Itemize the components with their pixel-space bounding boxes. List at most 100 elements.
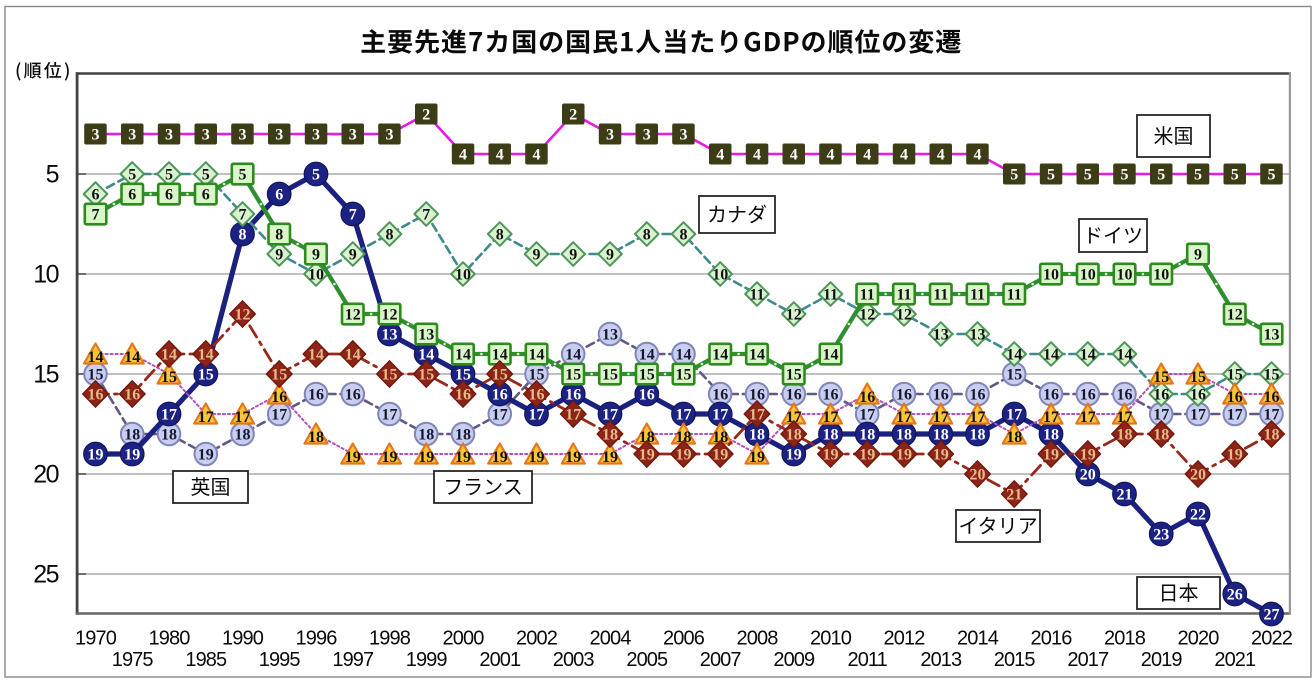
svg-text:6: 6: [275, 187, 283, 204]
svg-text:2001: 2001: [479, 649, 521, 671]
svg-text:17: 17: [1190, 407, 1206, 424]
svg-text:17: 17: [896, 409, 912, 426]
svg-text:15: 15: [271, 367, 287, 384]
svg-text:12: 12: [859, 307, 875, 324]
svg-text:4: 4: [900, 147, 908, 164]
svg-text:14: 14: [639, 347, 655, 364]
svg-text:4: 4: [533, 147, 541, 164]
svg-text:5: 5: [1157, 167, 1165, 184]
svg-text:14: 14: [1117, 347, 1133, 364]
svg-text:15: 15: [1227, 367, 1243, 384]
svg-text:19: 19: [676, 447, 692, 464]
svg-text:9: 9: [1194, 247, 1202, 264]
svg-text:2011: 2011: [847, 649, 887, 671]
svg-text:18: 18: [418, 427, 434, 444]
svg-text:16: 16: [1264, 389, 1280, 406]
svg-text:16: 16: [1117, 387, 1133, 404]
svg-text:14: 14: [676, 347, 692, 364]
svg-text:12: 12: [235, 307, 251, 324]
svg-text:14: 14: [345, 347, 361, 364]
svg-text:15: 15: [492, 367, 508, 384]
svg-text:17: 17: [161, 407, 177, 424]
svg-text:18: 18: [639, 429, 655, 446]
svg-text:12: 12: [1227, 307, 1243, 324]
svg-text:16: 16: [896, 387, 912, 404]
svg-text:22: 22: [1190, 507, 1206, 524]
svg-text:5: 5: [239, 167, 247, 184]
svg-text:17: 17: [1117, 409, 1133, 426]
svg-text:5: 5: [202, 167, 210, 184]
svg-text:19: 19: [418, 449, 434, 466]
svg-text:19: 19: [933, 447, 949, 464]
svg-text:10: 10: [1080, 267, 1096, 284]
svg-text:10: 10: [455, 267, 471, 284]
svg-text:18: 18: [896, 427, 912, 444]
svg-text:18: 18: [455, 427, 471, 444]
svg-text:16: 16: [492, 387, 508, 404]
svg-text:15: 15: [382, 367, 398, 384]
svg-text:17: 17: [198, 409, 214, 426]
svg-text:4: 4: [753, 147, 761, 164]
svg-text:18: 18: [1006, 429, 1022, 446]
svg-text:5: 5: [1047, 167, 1055, 184]
svg-text:4: 4: [937, 147, 945, 164]
svg-text:17: 17: [529, 407, 545, 424]
svg-text:16: 16: [271, 389, 287, 406]
svg-text:15: 15: [565, 367, 581, 384]
svg-text:3: 3: [275, 127, 283, 144]
svg-text:18: 18: [161, 427, 177, 444]
svg-text:5: 5: [312, 167, 320, 184]
svg-text:10: 10: [308, 267, 324, 284]
svg-text:3: 3: [202, 127, 210, 144]
svg-text:ドイツ: ドイツ: [1083, 226, 1143, 248]
svg-text:18: 18: [933, 427, 949, 444]
svg-text:7: 7: [239, 207, 247, 224]
svg-text:17: 17: [1153, 407, 1169, 424]
svg-text:20: 20: [1190, 467, 1206, 484]
svg-text:2018: 2018: [1104, 628, 1146, 650]
svg-text:18: 18: [676, 429, 692, 446]
svg-text:16: 16: [565, 387, 581, 404]
svg-text:19: 19: [786, 447, 802, 464]
svg-text:19: 19: [639, 447, 655, 464]
svg-text:8: 8: [386, 227, 394, 244]
svg-text:18: 18: [1153, 427, 1169, 444]
svg-text:8: 8: [239, 227, 247, 244]
svg-text:17: 17: [712, 407, 728, 424]
svg-text:5: 5: [1084, 167, 1092, 184]
svg-text:14: 14: [529, 347, 545, 364]
svg-text:2: 2: [569, 107, 577, 124]
svg-text:16: 16: [786, 387, 802, 404]
svg-text:14: 14: [418, 347, 434, 364]
svg-text:6: 6: [128, 187, 136, 204]
svg-text:17: 17: [970, 409, 986, 426]
svg-text:3: 3: [606, 127, 614, 144]
svg-text:23: 23: [1153, 527, 1169, 544]
svg-text:3: 3: [349, 127, 357, 144]
svg-text:18: 18: [970, 427, 986, 444]
svg-text:8: 8: [496, 227, 504, 244]
svg-text:19: 19: [1227, 447, 1243, 464]
svg-text:3: 3: [92, 127, 100, 144]
svg-text:12: 12: [382, 307, 398, 324]
svg-text:17: 17: [565, 407, 581, 424]
svg-text:25: 25: [33, 561, 58, 589]
svg-text:8: 8: [275, 227, 283, 244]
svg-text:1980: 1980: [149, 628, 191, 650]
svg-text:2014: 2014: [957, 628, 999, 650]
svg-text:1970: 1970: [75, 628, 117, 650]
svg-text:9: 9: [533, 247, 541, 264]
svg-text:17: 17: [1227, 407, 1243, 424]
svg-text:14: 14: [823, 347, 839, 364]
svg-text:19: 19: [88, 447, 104, 464]
svg-text:16: 16: [1227, 389, 1243, 406]
svg-text:11: 11: [823, 287, 838, 304]
svg-text:17: 17: [823, 409, 839, 426]
svg-text:3: 3: [165, 127, 173, 144]
svg-text:19: 19: [492, 449, 508, 466]
svg-text:19: 19: [455, 449, 471, 466]
svg-text:16: 16: [308, 387, 324, 404]
svg-text:10: 10: [1153, 267, 1169, 284]
svg-text:17: 17: [786, 409, 802, 426]
svg-text:3: 3: [312, 127, 320, 144]
